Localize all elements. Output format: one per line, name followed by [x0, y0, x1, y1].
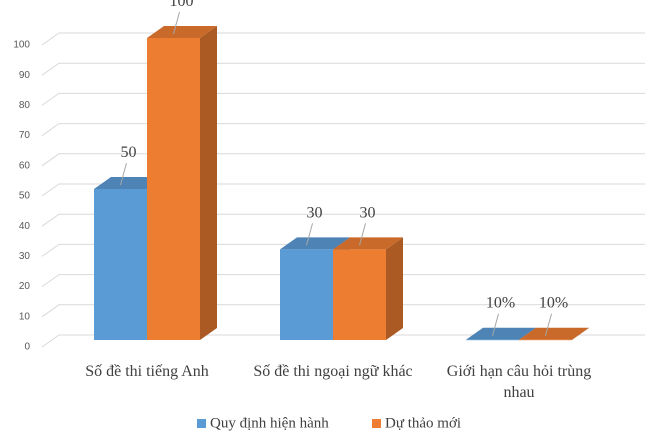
x-tick-label: Số đề thi tiếng Anh — [85, 363, 209, 380]
bar-top — [466, 327, 536, 340]
legend-label: Quy định hiện hành — [210, 415, 329, 431]
grid-line — [41, 153, 645, 167]
grid-line — [41, 304, 645, 318]
label-leader — [173, 11, 180, 35]
grid-line — [41, 243, 645, 257]
legend-swatch — [197, 419, 206, 428]
label-leader — [492, 313, 499, 336]
bar-side — [386, 237, 403, 340]
y-tick-label: 90 — [19, 70, 31, 81]
y-tick-label: 50 — [19, 191, 31, 202]
grid-line — [41, 183, 645, 197]
value-label: 100 — [170, 0, 194, 10]
grid-line — [41, 123, 645, 137]
grid-line — [41, 213, 645, 227]
y-tick-label: 70 — [19, 130, 31, 141]
grid-line — [41, 62, 645, 76]
grid-line — [41, 274, 645, 288]
grid-line — [41, 92, 645, 106]
y-tick-label: 40 — [19, 221, 31, 232]
y-tick-label: 20 — [19, 281, 31, 292]
y-tick-label: 60 — [19, 160, 31, 171]
grid-line — [41, 32, 645, 46]
label-leader — [359, 223, 366, 246]
bar — [333, 249, 386, 340]
y-tick-label: 80 — [19, 100, 31, 111]
y-tick-label: 10 — [19, 311, 31, 322]
bar-side — [572, 327, 589, 340]
value-label: 10% — [486, 295, 515, 312]
bar — [147, 38, 200, 340]
value-label: 30 — [307, 204, 323, 221]
bar — [466, 339, 519, 341]
bar-top — [280, 237, 350, 250]
legend-label: Dự thảo mới — [385, 415, 461, 431]
bar-top — [94, 177, 164, 189]
bar-top — [147, 26, 217, 38]
y-tick-label: 0 — [24, 342, 30, 353]
bar-top — [519, 327, 589, 340]
label-leader — [545, 313, 552, 336]
value-label: 50 — [121, 144, 137, 161]
bar-side — [200, 26, 217, 340]
y-tick-label: 30 — [19, 251, 31, 262]
x-tick-label: Giới hạn câu hỏi trùng nhau — [446, 363, 592, 401]
value-label: 30 — [360, 204, 376, 221]
x-tick-label: Số đề thi ngoại ngữ khác — [253, 363, 413, 380]
bar-top — [333, 237, 403, 250]
bar — [94, 189, 147, 340]
bar — [280, 249, 333, 340]
legend-swatch — [372, 419, 381, 428]
y-tick-label: 100 — [13, 40, 30, 51]
bar — [519, 339, 572, 341]
label-leader — [120, 162, 127, 186]
grid-line — [41, 334, 645, 348]
value-label: 10% — [539, 295, 568, 312]
label-leader — [306, 223, 313, 246]
